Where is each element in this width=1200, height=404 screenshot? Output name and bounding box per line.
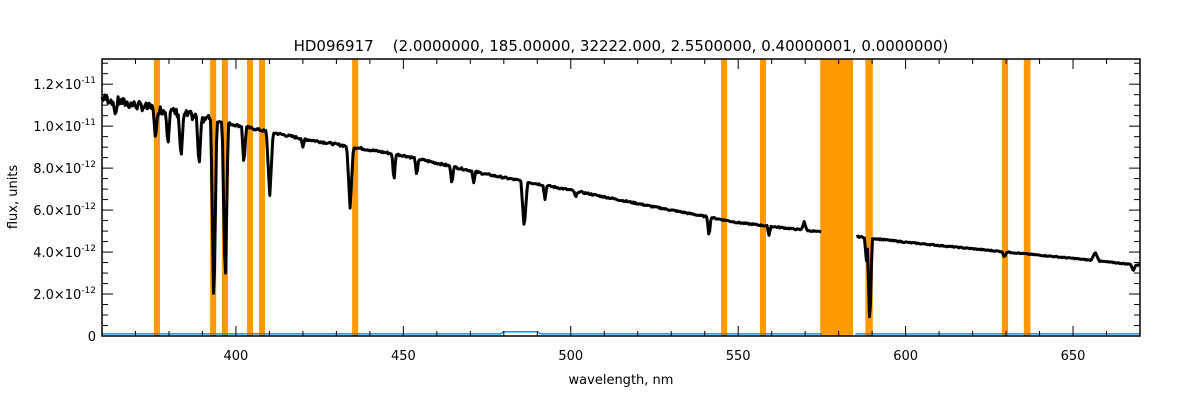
y-tick-labels: 02.0×10-124.0×10-126.0×10-128.0×10-121.0… <box>33 76 96 345</box>
masked-band <box>246 59 254 336</box>
masked-band <box>820 59 854 336</box>
masked-bands <box>153 59 1031 336</box>
y-tick-base: 1.0×10 <box>33 120 81 135</box>
y-tick-label: 2.0×10-12 <box>33 286 96 303</box>
y-tick-label: 6.0×10-12 <box>33 202 96 219</box>
series-layer <box>100 93 1141 335</box>
masked-band <box>865 59 873 336</box>
y-tick-base: 2.0×10 <box>33 288 81 303</box>
masked-band <box>259 59 266 336</box>
masked-band <box>1023 59 1031 336</box>
x-axis-label: wavelength, nm <box>569 373 674 388</box>
spectrum-line <box>855 234 1141 319</box>
y-tick-label: 1.2×10-11 <box>33 76 96 93</box>
y-tick-label: 4.0×10-12 <box>33 244 96 261</box>
y-tick-exponent: -12 <box>81 244 96 254</box>
masked-band <box>153 59 160 336</box>
y-tick-label: 0 <box>88 330 96 345</box>
y-tick-base: 6.0×10 <box>33 204 81 219</box>
y-tick-label: 1.0×10-11 <box>33 118 96 135</box>
masked-band <box>352 59 359 336</box>
x-tick-label: 550 <box>726 349 751 364</box>
y-tick-exponent: -11 <box>81 76 96 86</box>
masked-band <box>759 59 766 336</box>
y-tick-base: 1.2×10 <box>33 78 81 93</box>
masked-band <box>721 59 728 336</box>
x-tick-label: 500 <box>558 349 583 364</box>
y-tick-exponent: -12 <box>81 160 96 170</box>
x-tick-labels: 400 450 500 550 600 650 <box>224 349 1086 364</box>
x-tick-label: 650 <box>1061 349 1086 364</box>
error-line <box>102 331 822 335</box>
y-tick-base: 8.0×10 <box>33 162 81 177</box>
y-tick-exponent: -12 <box>81 286 96 296</box>
axis-ticks <box>101 59 1141 337</box>
chart-title: HD096917 (2.0000000, 185.00000, 32222.00… <box>294 37 949 55</box>
y-tick-base: 0 <box>88 330 96 345</box>
x-tick-label: 450 <box>391 349 416 364</box>
y-axis-label: flux, units <box>6 165 21 230</box>
y-tick-base: 4.0×10 <box>33 246 81 261</box>
plot-frame <box>101 58 1141 337</box>
x-tick-label: 400 <box>224 349 249 364</box>
y-tick-label: 8.0×10-12 <box>33 160 96 177</box>
spectrum-line <box>100 93 822 295</box>
x-tick-label: 600 <box>893 349 918 364</box>
masked-band <box>1002 59 1009 336</box>
y-tick-exponent: -12 <box>81 202 96 212</box>
y-tick-exponent: -11 <box>81 118 96 128</box>
